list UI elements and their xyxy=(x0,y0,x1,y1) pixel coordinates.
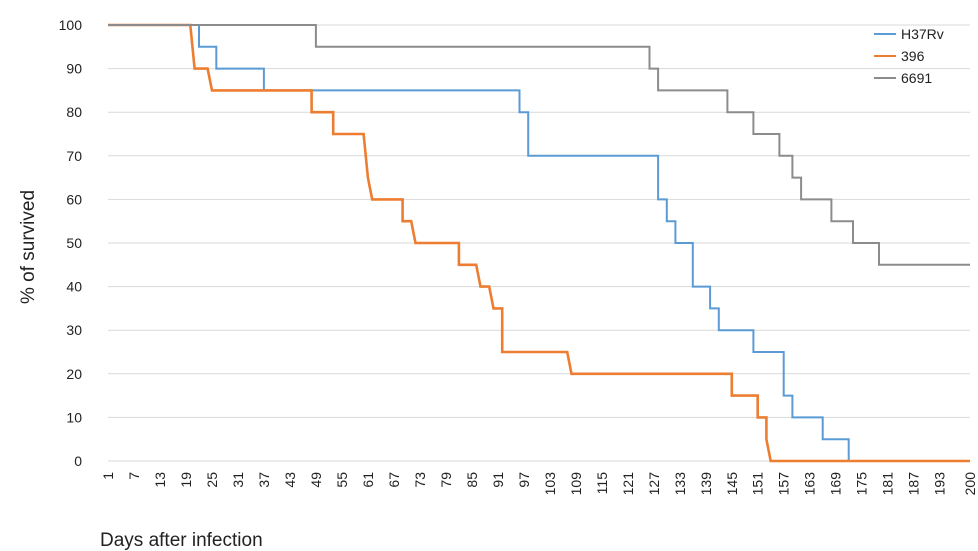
x-tick-label: 37 xyxy=(256,472,272,488)
y-tick-label: 30 xyxy=(66,322,82,338)
x-tick-label: 157 xyxy=(776,472,792,496)
x-tick-label: 43 xyxy=(282,472,298,488)
x-tick-label: 13 xyxy=(152,472,168,488)
x-tick-label: 19 xyxy=(178,472,194,488)
legend-label: 6691 xyxy=(901,70,932,86)
x-tick-label: 151 xyxy=(750,472,766,496)
x-tick-label: 97 xyxy=(516,472,532,488)
x-tick-label: 73 xyxy=(412,472,428,488)
x-tick-label: 139 xyxy=(698,472,714,496)
x-tick-label: 145 xyxy=(724,472,740,496)
y-tick-label: 20 xyxy=(66,366,82,382)
x-tick-label: 200 xyxy=(962,472,978,496)
x-tick-label: 25 xyxy=(204,472,220,488)
x-tick-label: 187 xyxy=(906,472,922,496)
series-lines xyxy=(108,23,970,463)
x-tick-label: 85 xyxy=(464,472,480,488)
x-tick-label: 31 xyxy=(230,472,246,488)
y-tick-label: 80 xyxy=(66,104,82,120)
y-tick-label: 60 xyxy=(66,191,82,207)
x-tick-label: 91 xyxy=(490,472,506,488)
legend-label: 396 xyxy=(901,48,925,64)
x-tick-label: 109 xyxy=(568,472,584,496)
x-tick-label: 67 xyxy=(386,472,402,488)
x-tick-label: 7 xyxy=(126,472,142,480)
x-axis-title: Days after infection xyxy=(100,530,263,551)
x-tick-label: 133 xyxy=(672,472,688,496)
y-tick-label: 40 xyxy=(66,279,82,295)
x-tick-label: 115 xyxy=(594,472,610,495)
y-tick-label: 90 xyxy=(66,61,82,77)
x-tick-label: 181 xyxy=(880,472,896,496)
x-tick-label: 49 xyxy=(308,472,324,488)
series-line-396 xyxy=(108,23,970,463)
legend: H37Rv 396 6691 xyxy=(874,26,944,86)
x-tick-label: 1 xyxy=(100,472,116,480)
y-axis-title: % of survived xyxy=(18,190,39,304)
y-tick-label: 50 xyxy=(66,235,82,251)
x-tick-label: 79 xyxy=(438,472,454,488)
x-tick-label: 121 xyxy=(620,472,636,496)
series-line-6691 xyxy=(108,24,970,266)
x-tick-label: 127 xyxy=(646,472,662,496)
y-tick-label: 70 xyxy=(66,148,82,164)
x-tick-label: 175 xyxy=(854,472,870,496)
x-tick-label: 169 xyxy=(828,472,844,496)
series-line-h37rv xyxy=(108,24,970,462)
y-tick-label: 100 xyxy=(59,17,83,33)
x-tick-label: 163 xyxy=(802,472,818,496)
y-tick-labels: 0 10 20 30 40 50 60 70 80 90 100 xyxy=(59,17,83,469)
x-tick-labels: 1 7 13 19 25 31 37 43 49 55 61 67 73 79 85 91 97 103 109 11… xyxy=(100,472,978,496)
y-tick-label: 0 xyxy=(74,453,82,469)
x-tick-label: 103 xyxy=(542,472,558,496)
y-tick-label: 10 xyxy=(66,409,82,425)
x-tick-label: 61 xyxy=(360,472,376,488)
legend-label: H37Rv xyxy=(901,26,944,42)
x-tick-label: 193 xyxy=(932,472,948,496)
x-tick-label: 55 xyxy=(334,472,350,488)
